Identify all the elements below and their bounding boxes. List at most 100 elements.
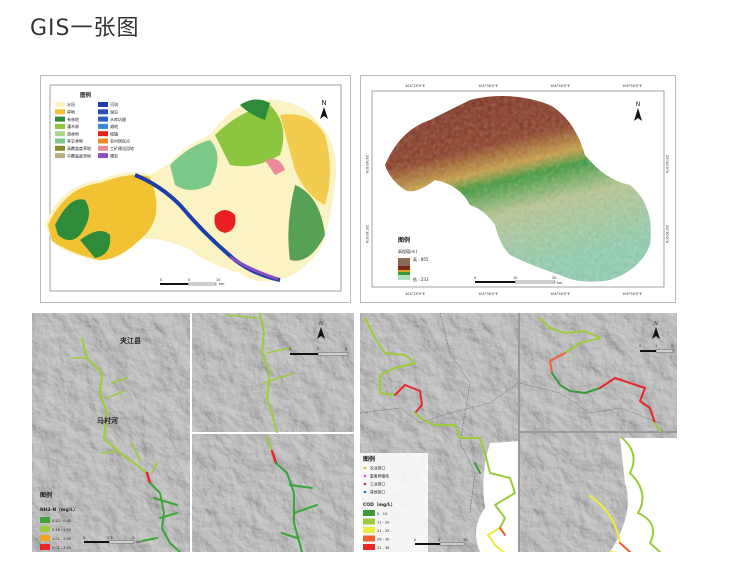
longitude-tick: 104°30'0"E: [478, 292, 498, 296]
svg-text:图例: 图例: [40, 491, 52, 499]
legend-swatch: [55, 116, 65, 122]
place-label: 夹江县: [120, 336, 141, 345]
legend-swatch: [55, 153, 65, 159]
legend-label: 灌木林: [67, 123, 79, 129]
legend-swatch: [363, 518, 375, 525]
north-arrow-icon: [320, 107, 328, 119]
legend-label: 疏林地: [67, 130, 79, 136]
legend-label: 26 - 30: [377, 538, 389, 542]
svg-text:0: 0: [414, 538, 416, 542]
nh3n-river: [71, 313, 318, 552]
svg-text:NH3-N（mg/L）: NH3-N（mg/L）: [40, 507, 78, 513]
legend-label: 裸岩: [110, 152, 118, 158]
svg-text:10: 10: [463, 538, 467, 542]
legend-label: 1.01 - 2.00: [52, 537, 71, 541]
dem-legend: 图例 高程值(m) 高 : 855 低 : 233: [398, 236, 429, 282]
legend-label: 0.46 - 1.00: [52, 528, 71, 532]
longitude-tick: 104°50'0"E: [622, 84, 642, 88]
legend-swatch: [55, 131, 65, 137]
legend-label: 31 - 36: [377, 546, 389, 550]
legend-swatch: [55, 138, 65, 144]
legend-swatch: [40, 535, 50, 541]
svg-text:N: N: [319, 321, 323, 327]
legend-swatch: [98, 153, 108, 159]
north-label: N: [321, 99, 326, 107]
longitude-tick: 104°50'0"E: [622, 292, 642, 296]
svg-text:0: 0: [160, 278, 162, 282]
legend-label: 滩地: [110, 123, 118, 129]
legend-swatch: [363, 535, 375, 542]
legend-label: 畜禽养殖场: [370, 474, 389, 479]
svg-text:10: 10: [216, 278, 220, 282]
legend-swatch: [40, 526, 50, 532]
landuse-polygons: [45, 99, 336, 282]
legend-label: 湖泊: [110, 109, 118, 115]
svg-text:COD（mg/L）: COD（mg/L）: [363, 502, 395, 508]
legend-label: 河流: [110, 101, 118, 107]
nh3n-map: 夹江县 马村河 图例 NH3-N（mg/L） 0.23 - 0.45 0.46 -…: [32, 313, 354, 552]
legend-point-symbol: [363, 490, 367, 494]
legend-point-symbol: [363, 474, 367, 478]
legend-label: 城镇: [110, 130, 118, 136]
scale-bar: 0 2.5 5 km 0 2 4: [83, 347, 349, 544]
legend-swatch: [363, 510, 375, 516]
svg-text:5: 5: [438, 538, 440, 542]
longitude-tick: 104°20'0"E: [405, 84, 425, 88]
scale-bar: 0 5 10 km: [160, 278, 225, 286]
legend-point-symbol: [363, 466, 367, 470]
legend-swatch: [40, 544, 50, 550]
longitude-tick: 104°30'0"E: [478, 84, 498, 88]
svg-text:0: 0: [83, 536, 85, 540]
svg-text:29°30'0"N: 29°30'0"N: [365, 225, 369, 243]
north-arrow-icon: [652, 327, 660, 339]
svg-text:29°40'0"N: 29°40'0"N: [365, 155, 369, 173]
svg-text:1: 1: [655, 344, 657, 348]
nh3n-legend: 图例 NH3-N（mg/L） 0.23 - 0.45 0.46 - 1.00 1.0…: [40, 491, 78, 550]
legend-swatch: [55, 123, 65, 129]
north-arrow-icon: [317, 327, 325, 339]
svg-text:2.5: 2.5: [107, 536, 113, 540]
legend-label: 农村居民点: [110, 138, 130, 144]
legend-label: 5 - 10: [377, 512, 387, 516]
longitude-tick: 104°20'0"E: [405, 292, 425, 296]
dem-map: 104°20'0"E 104°20'0"E 104°30'0"E 104°30'0"E…: [360, 75, 676, 303]
landuse-map: 图例 水田 旱地 有林地 灌木林 疏林地 其它林地 高覆盖度草地 中覆盖度草地 河流 湖泊 水库坑塘…: [40, 75, 351, 303]
svg-text:2: 2: [671, 344, 673, 348]
legend-label: 11 - 20: [377, 521, 389, 525]
legend-swatch: [98, 131, 108, 137]
cod-river: [364, 317, 661, 552]
legend-label: 2.01 - 3.00: [52, 546, 71, 550]
legend-label: 水田: [67, 101, 75, 107]
svg-text:图例: 图例: [363, 455, 375, 463]
svg-text:2: 2: [317, 347, 319, 351]
svg-text:N: N: [654, 321, 658, 327]
legend-title: 图例: [80, 91, 92, 99]
legend-label: 有林地: [67, 116, 79, 122]
legend-point-symbol: [363, 482, 367, 486]
cod-map: 图例 农业排口畜禽养殖场工业排口其他排口 COD（mg/L） 5 - 10 11 …: [360, 313, 677, 552]
svg-text:图例: 图例: [398, 236, 410, 244]
svg-text:10: 10: [513, 276, 517, 280]
svg-text:5: 5: [132, 536, 134, 540]
legend-label: 水库坑塘: [110, 116, 126, 122]
legend-label: 工业排口: [370, 482, 385, 487]
legend-label: 其他排口: [370, 490, 385, 495]
svg-text:高 : 855: 高 : 855: [413, 256, 429, 262]
legend-label: 农业排口: [370, 466, 385, 471]
legend-label: 旱地: [67, 109, 75, 115]
svg-text:5: 5: [188, 278, 190, 282]
legend-swatch: [55, 145, 65, 151]
place-label: 马村河: [97, 416, 118, 425]
legend-label: 工矿建设用地: [110, 145, 134, 151]
scale-bar: 0 10 20 km: [474, 276, 563, 285]
svg-text:20: 20: [552, 276, 556, 280]
legend-swatch: [98, 102, 108, 107]
legend-swatch: [55, 102, 65, 107]
svg-text:高程值(m): 高程值(m): [398, 248, 417, 254]
svg-text:0: 0: [289, 347, 291, 351]
svg-text:低 : 233: 低 : 233: [413, 276, 429, 282]
legend-label: 其它林地: [67, 138, 83, 144]
longitude-tick: 104°40'0"E: [550, 84, 570, 88]
